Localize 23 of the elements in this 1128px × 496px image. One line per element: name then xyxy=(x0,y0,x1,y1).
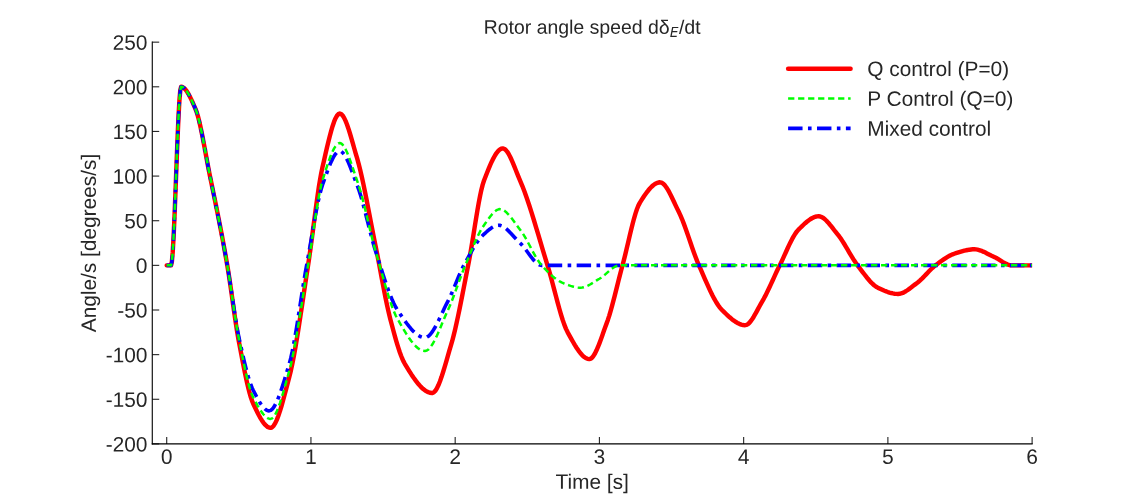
x-tick-label: 5 xyxy=(882,449,893,465)
x-tick-label: 6 xyxy=(1027,449,1037,465)
y-tick-label: -50 xyxy=(118,303,147,318)
y-axis-title: Angle/s [degrees/s] xyxy=(80,155,101,333)
x-tick-label: 4 xyxy=(738,449,749,464)
x-tick-label: 0 xyxy=(161,449,172,465)
y-tick-label: 100 xyxy=(114,169,147,184)
y-tick-label: -200 xyxy=(106,436,147,452)
y-tick-label: 0 xyxy=(136,258,147,274)
y-tick-label: -150 xyxy=(106,392,147,408)
y-tick-label: 50 xyxy=(125,213,147,229)
chart-title: Rotor angle speed dδ$_{E}$/dt xyxy=(485,19,701,38)
x-tick-label: 2 xyxy=(450,449,460,464)
y-tick-label: 200 xyxy=(113,79,147,95)
y-tick-label: -100 xyxy=(106,347,147,363)
y-tick-label: 250 xyxy=(113,35,147,50)
y-tick-label: 150 xyxy=(114,124,147,140)
legend-label: P Control (Q=0) xyxy=(868,90,1013,111)
legend-label: Mixed control xyxy=(868,120,990,136)
x-tick-label: 3 xyxy=(594,449,605,465)
x-axis-title: Time [s] xyxy=(556,473,628,494)
legend-label: Q control (P=0) xyxy=(868,60,1008,81)
x-tick-label: 1 xyxy=(306,449,316,464)
